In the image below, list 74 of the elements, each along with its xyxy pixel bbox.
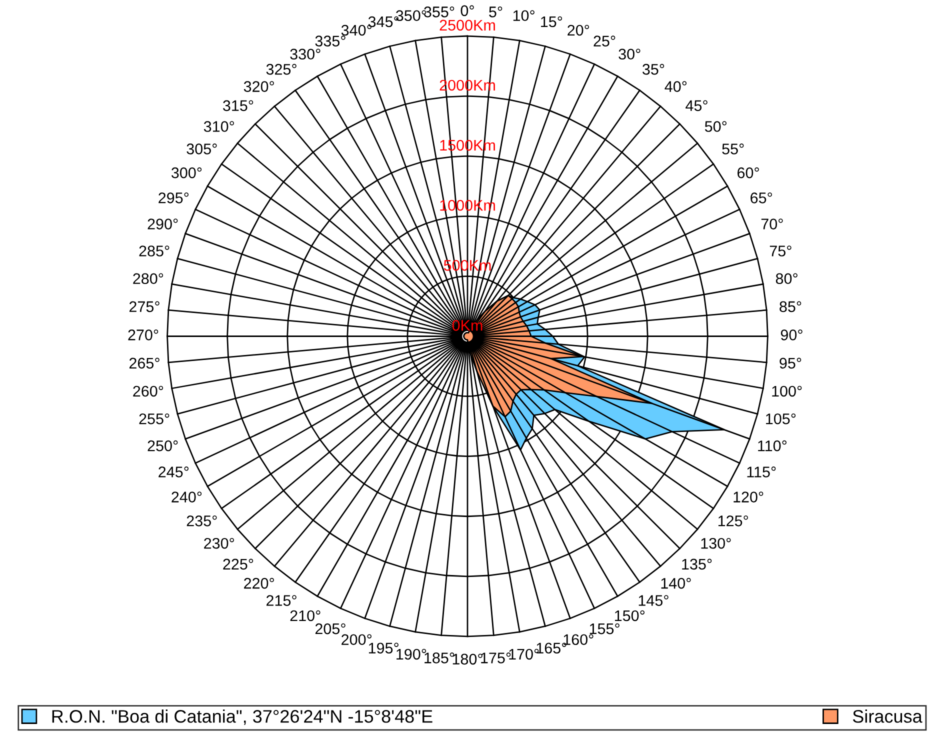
spoke-label: 310° [204,121,234,132]
spoke-label: 170° [509,648,539,660]
spoke-label: 5° [489,6,502,18]
spoke-label: 155° [590,623,620,634]
spoke-label: 290° [148,218,178,230]
spoke-label: 230° [204,538,234,549]
spoke-label: 55° [722,144,744,154]
spoke-label: 325° [266,64,296,75]
y-tick-label: 0Km [452,320,482,331]
spoke-label: 120° [734,492,764,502]
spoke-label: 160° [564,634,594,646]
spoke-label: 280° [133,273,164,284]
spoke-label: 25° [594,36,616,46]
spoke-label: 190° [396,648,426,660]
legend-label: Siracusa [852,710,922,723]
spoke-label: 350° [396,10,426,22]
spoke-label: 75° [770,246,792,256]
spoke-label: 240° [172,492,202,502]
spoke-label: 200° [342,634,372,646]
spoke-label: 40° [664,81,687,92]
spoke-label: 205° [315,623,346,634]
spoke-label: 135° [682,558,712,570]
spoke-label: 315° [223,100,254,112]
spoke-label: 90° [780,330,802,340]
spoke-label: 110° [758,440,787,452]
spoke-label: 245° [158,466,189,478]
spoke-label: 285° [139,246,170,256]
spoke-label: 165° [536,642,566,654]
spoke-label: 85° [780,301,802,312]
spoke-label: 235° [186,516,217,526]
legend-label: R.O.N. "Boa di Catania", 37°26'24"N -15°8'48"E [52,710,432,725]
spoke-label: 0° [460,5,474,16]
y-tick-label: 2500Km [440,20,495,31]
spoke-label: 115° [747,466,776,478]
spoke-label: 220° [244,578,274,589]
spoke-label: 10° [513,10,534,22]
spoke-label: 295° [158,192,189,204]
spoke-label: 225° [223,558,254,570]
spoke-label: 215° [266,595,296,606]
spoke-label: 250° [148,440,178,452]
spoke-label: 105° [766,413,796,424]
spoke-label: 195° [368,642,398,654]
spoke-label: 270° [128,330,158,340]
spoke-label: 300° [171,167,202,178]
spoke-label: 35° [642,64,664,75]
spoke-label: 50° [704,121,727,132]
spoke-label: 150° [614,610,644,622]
spoke-label: 255° [139,413,170,424]
spoke-label: 335° [315,36,346,46]
spoke-label: 70° [761,218,783,230]
spoke-label: 130° [701,538,731,549]
spoke-label: 145° [638,595,668,606]
spoke-label: 140° [661,578,691,589]
spoke-label: 260° [133,386,164,397]
spoke-label: 60° [738,167,759,178]
spoke-label: 185° [424,652,454,664]
spoke-label: 275° [129,301,160,312]
spoke-label: 175° [481,652,511,664]
spoke-label: 180° [452,654,482,665]
spoke-label: 125° [718,516,748,526]
spoke-label: 15° [541,16,562,28]
spoke-label: 330° [290,48,320,60]
spoke-label: 305° [186,144,217,154]
spoke-label: 80° [776,273,798,284]
spoke-label: 265° [129,358,160,369]
spoke-label: 30° [618,48,640,60]
spoke-label: 45° [686,100,708,112]
spoke-label: 20° [568,24,590,36]
spoke-label: 65° [750,192,772,204]
spoke-label: 320° [244,81,274,92]
spoke-label: 100° [772,386,802,397]
spoke-label: 210° [290,610,320,622]
spoke-label: 95° [780,358,802,369]
spoke-label: 355° [424,6,454,18]
